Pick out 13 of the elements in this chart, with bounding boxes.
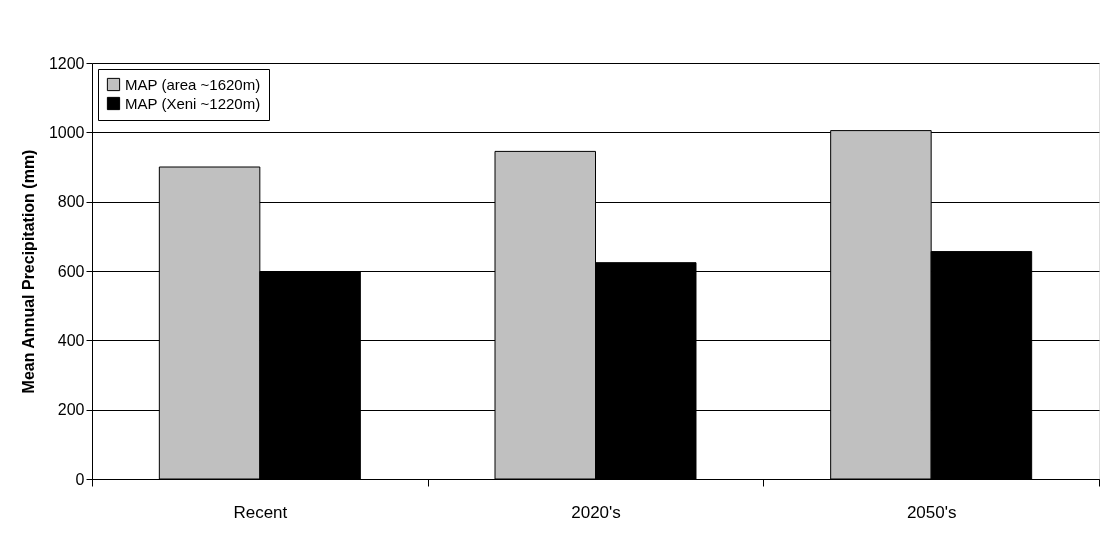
x-tick-label: 2020's xyxy=(571,502,621,522)
x-tick-label: 2050's xyxy=(906,502,957,522)
y-axis-title: Mean Annual Precipitation (mm) xyxy=(19,149,37,394)
y-tick-label: 600 xyxy=(57,262,85,280)
legend-label: MAP (area ~1620m) xyxy=(125,75,261,93)
legend-label: MAP (Xeni ~1220m) xyxy=(125,94,261,112)
y-tick-label: 200 xyxy=(57,401,85,419)
x-tick-label: Recent xyxy=(233,502,288,522)
y-tick-label: 800 xyxy=(57,193,85,211)
y-tick-label: 1000 xyxy=(48,123,85,141)
y-tick-label: 1200 xyxy=(48,54,85,72)
y-tick-label: 0 xyxy=(75,470,85,488)
y-tick-label: 400 xyxy=(57,331,85,349)
